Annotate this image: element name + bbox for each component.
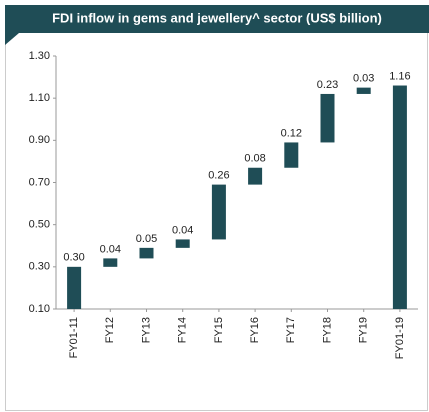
x-tick-label: FY18 (321, 317, 333, 343)
y-tick-label: 0.70 (29, 176, 50, 188)
value-label: 0.23 (317, 79, 338, 91)
value-label: 0.04 (172, 224, 193, 236)
y-tick-label: 1.30 (29, 50, 50, 62)
bar (175, 239, 190, 248)
chart-title: FDI inflow in gems and jewellery^ sector… (52, 10, 382, 25)
y-tick-label: 0.30 (29, 261, 50, 273)
x-tick-label: FY01-19 (394, 317, 406, 359)
value-label: 0.08 (244, 153, 265, 165)
bar (392, 85, 407, 310)
value-label: 1.16 (389, 70, 410, 82)
x-tick-label: FY12 (104, 317, 116, 343)
x-tick-label: FY15 (213, 317, 225, 343)
y-tick-label: 0.10 (29, 303, 50, 315)
y-tick-label: 1.10 (29, 92, 50, 104)
x-tick-label: FY16 (249, 317, 261, 343)
bar (320, 93, 335, 143)
bar (248, 167, 263, 185)
bar (211, 184, 226, 240)
bar (103, 258, 118, 267)
x-tick-label: FY13 (140, 317, 152, 343)
value-label: 0.03 (353, 73, 374, 85)
value-label: 0.04 (100, 243, 121, 255)
title-banner (5, 5, 429, 33)
value-label: 0.05 (136, 233, 157, 245)
x-tick-label: FY01-11 (68, 317, 80, 358)
bar (284, 142, 299, 168)
value-label: 0.12 (281, 127, 302, 139)
bar (67, 266, 82, 309)
value-label: 0.30 (63, 252, 84, 264)
value-label: 0.26 (208, 170, 229, 182)
bar (139, 247, 154, 259)
x-tick-label: FY19 (358, 317, 370, 343)
y-tick-label: 0.50 (29, 219, 50, 231)
y-tick-label: 0.90 (29, 134, 50, 146)
banner-notch (5, 33, 19, 45)
x-tick-label: FY17 (285, 317, 297, 343)
x-tick-label: FY14 (177, 317, 189, 343)
bar (356, 87, 371, 94)
